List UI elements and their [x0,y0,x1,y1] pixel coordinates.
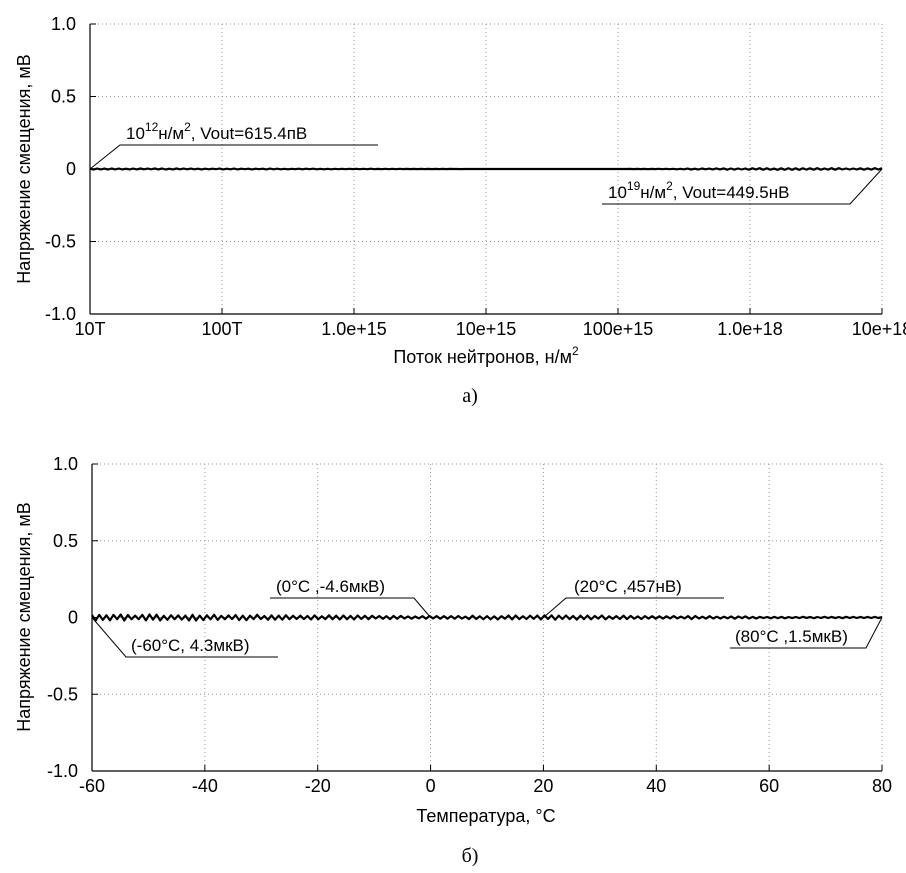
x-tick-label: 10e+18 [852,319,906,339]
annotation-leader [602,168,883,205]
annotation-label: (20°C ,457нВ) [574,577,682,596]
x-axis-title: Температура, °C [416,806,555,826]
annotation-leader [543,597,724,618]
data-series-line [91,613,883,622]
x-tick-label: 0 [426,776,436,796]
x-tick-label: 80 [872,776,892,796]
y-tick-label: 1.0 [53,454,78,474]
x-tick-label: 10e+15 [456,319,517,339]
y-tick-label: 0 [66,159,76,179]
annotation-leader [89,144,378,170]
panel-caption: б) [462,845,479,867]
annotation-label: (-60°C, 4.3мкВ) [131,636,250,655]
y-tick-label: 0.5 [53,531,78,551]
x-axis-title-sup: 2 [572,344,579,358]
x-tick-label: 10T [74,319,105,339]
annotation-label: 1012н/м2, Vout=615.4пВ [126,120,307,143]
annotation-leader [730,617,883,649]
y-tick-label: 1.0 [51,14,76,34]
x-tick-label: -40 [192,776,218,796]
x-tick-label: 1.0e+18 [717,319,783,339]
x-tick-label: 100T [201,319,242,339]
x-axis-title: Поток нейтронов, н/м2 [393,344,579,367]
chart-panel-1: 10T 100T 1.0e+15 10e+15 100e+15 1.0e+18 10e+18… [14,14,906,407]
x-tick-label: 100e+15 [583,319,654,339]
data-series-line [89,167,883,171]
x-tick-label: 1.0e+15 [321,319,387,339]
x-tick-label: 60 [759,776,779,796]
y-tick-label: 0.5 [51,87,76,107]
annotation-leader [270,597,431,618]
y-axis-title: Напряжение смещения, мВ [14,54,34,284]
annotation-label: (0°C ,-4.6мкВ) [276,577,385,596]
chart-panel-2: -60 -40 -20 0 20 40 60 80 1.0 0.5 0 -0.5 -1.0 Темпера… [14,454,892,867]
y-axis-title: Напряжение смещения, мВ [14,502,34,732]
x-tick-label: 20 [533,776,553,796]
y-tick-label: -1.0 [45,304,76,324]
annotation-leader [91,617,278,658]
panel-caption: а) [462,385,478,407]
y-tick-label: 0 [68,608,78,628]
x-tick-label: -60 [79,776,105,796]
annotation-label: 1019н/м2, Vout=449.5нВ [608,179,789,202]
x-tick-label: 40 [646,776,666,796]
y-tick-label: -1.0 [47,761,78,781]
y-tick-label: -0.5 [45,232,76,252]
annotation-label: (80°C ,1.5мкВ) [735,627,848,646]
y-tick-label: -0.5 [47,684,78,704]
x-tick-label: -20 [305,776,331,796]
